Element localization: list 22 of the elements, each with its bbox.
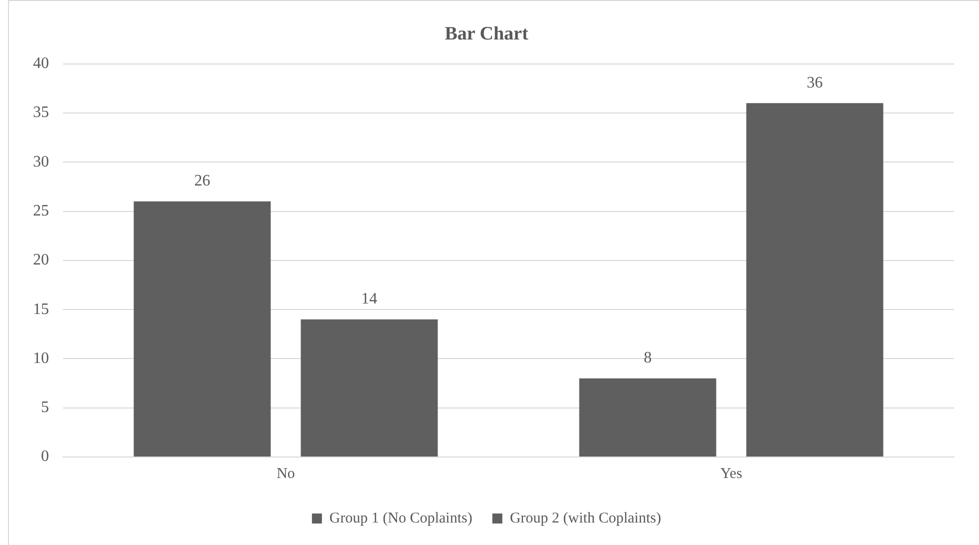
data-label: 36: [806, 74, 823, 92]
bar: [746, 103, 884, 456]
data-label: 26: [194, 172, 210, 190]
bar: [134, 201, 271, 456]
y-tick-label: 20: [33, 252, 49, 269]
y-tick-label: 40: [33, 55, 49, 72]
y-tick-label: 15: [33, 300, 49, 318]
x-tick-label: Yes: [720, 466, 742, 482]
legend-label: Group 2 (with Coplaints): [510, 510, 662, 526]
y-tick-label: 5: [41, 399, 49, 416]
x-tick-label: No: [276, 466, 295, 482]
data-label: 14: [361, 290, 378, 308]
chart-title: Bar Chart: [444, 23, 529, 44]
y-tick-label: 35: [33, 104, 49, 122]
y-tick-label: 30: [33, 153, 49, 170]
y-tick-label: 25: [33, 202, 49, 220]
data-label: 8: [644, 350, 652, 367]
bar: [300, 319, 438, 456]
y-tick-label: 0: [41, 448, 49, 466]
y-tick-label: 10: [33, 350, 49, 367]
legend-label: Group 1 (No Coplaints): [329, 510, 472, 526]
bar: [579, 378, 716, 456]
